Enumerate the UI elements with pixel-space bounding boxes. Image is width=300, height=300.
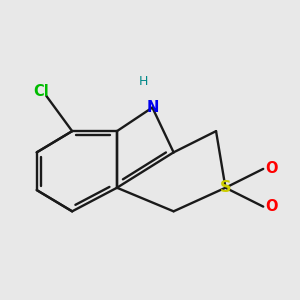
Text: O: O (266, 199, 278, 214)
Text: O: O (266, 161, 278, 176)
Text: S: S (220, 180, 231, 195)
Text: H: H (139, 75, 148, 88)
Text: N: N (146, 100, 158, 115)
Text: Cl: Cl (34, 83, 50, 98)
